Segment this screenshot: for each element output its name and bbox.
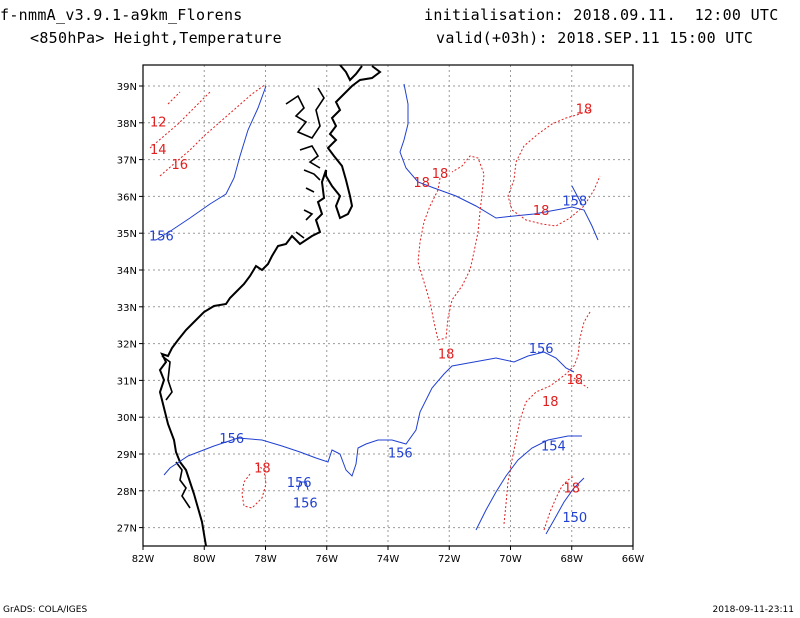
- temperature-label: 18: [254, 461, 271, 476]
- height-label: 154: [541, 439, 566, 454]
- lat-lon-grid: [143, 65, 633, 546]
- temperature-label: 18: [563, 482, 580, 497]
- temperature-label: 18: [576, 103, 593, 118]
- lon-tick-label: 66W: [622, 554, 645, 565]
- lon-tick-label: 68W: [560, 554, 583, 565]
- temperature-label: 18: [542, 395, 559, 410]
- valid-time: valid(+03h): 2018.SEP.11 15:00 UTC: [436, 29, 754, 47]
- height-label: 156: [388, 447, 413, 462]
- footer-software: GrADS: COLA/IGES: [3, 605, 88, 615]
- plot-frame: [142, 64, 634, 547]
- coastline-bays: [161, 87, 325, 509]
- temperature-label: 18: [438, 347, 455, 362]
- temperature-label: 18: [567, 373, 584, 388]
- lat-tick-label: 33N: [117, 303, 137, 314]
- lat-tick-label: 29N: [117, 450, 137, 461]
- height-label: 158: [562, 195, 587, 210]
- lat-tick-label: 39N: [117, 82, 137, 93]
- lon-tick-label: 82W: [132, 554, 155, 565]
- lat-tick-label: 38N: [117, 119, 137, 130]
- lat-tick-label: 31N: [117, 376, 137, 387]
- model-title: f-nmmA_v3.9.1-a9km_Florens: [0, 6, 243, 24]
- lon-tick-label: 78W: [254, 554, 277, 565]
- lon-tick-label: 72W: [438, 554, 461, 565]
- axis-ticks: 82W 80W 78W 76W 74W 72W 70W 68W 66W 39N 38N 37N 36N 3…: [117, 82, 645, 565]
- height-label: 156: [293, 496, 318, 511]
- lat-tick-label: 34N: [117, 266, 137, 277]
- height-label: 156: [149, 230, 174, 245]
- lat-tick-label: 32N: [117, 340, 137, 351]
- temperature-label: 18: [533, 204, 550, 219]
- initialisation-time: initialisation: 2018.09.11. 12:00 UTC: [424, 6, 779, 24]
- lat-tick-label: 28N: [117, 487, 137, 498]
- temperature-label: 14: [150, 143, 167, 158]
- footer-timestamp: 2018-09-11-23:11: [712, 605, 795, 615]
- height-label: 156: [287, 476, 312, 491]
- lat-tick-label: 27N: [117, 524, 137, 535]
- level-field-title: <850hPa> Height,Temperature: [30, 29, 282, 47]
- temperature-contours: [149, 83, 601, 531]
- lon-tick-label: 76W: [315, 554, 338, 565]
- contour-labels: 1214161818181818181818181561581561561561…: [149, 103, 592, 526]
- lat-tick-label: 30N: [117, 413, 137, 424]
- height-label: 156: [529, 342, 554, 357]
- temperature-label: 12: [150, 115, 167, 130]
- height-label: 156: [219, 432, 244, 447]
- lon-tick-label: 80W: [193, 554, 216, 565]
- lat-tick-label: 35N: [117, 229, 137, 240]
- temperature-label: 18: [413, 176, 430, 191]
- height-label: 150: [562, 511, 587, 526]
- lon-tick-label: 74W: [377, 554, 400, 565]
- temperature-label: 18: [432, 167, 449, 182]
- coastline: [158, 65, 382, 546]
- lat-tick-label: 36N: [117, 192, 137, 203]
- lon-tick-label: 70W: [499, 554, 522, 565]
- temperature-label: 16: [171, 158, 188, 173]
- lat-tick-label: 37N: [117, 156, 137, 167]
- height-contours: [155, 83, 599, 535]
